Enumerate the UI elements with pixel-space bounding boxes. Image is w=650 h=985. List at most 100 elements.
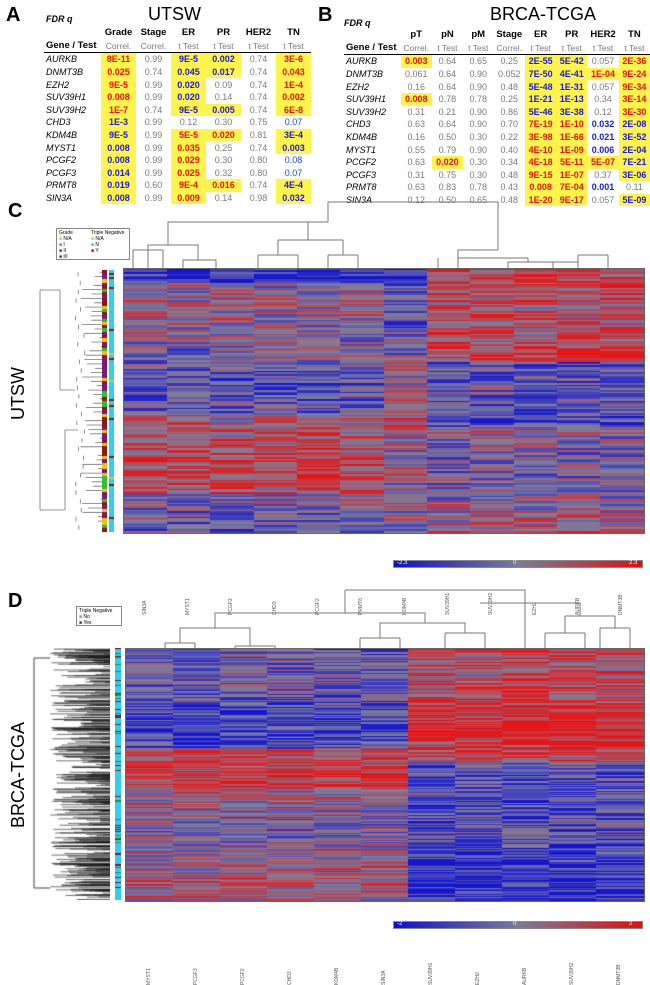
column-label: DNMT3B	[616, 964, 623, 985]
panel-d-label: D	[8, 590, 23, 612]
fdr-value: 7E-21	[618, 155, 650, 169]
header-pm: pM	[471, 29, 486, 41]
gene-name: EZH2	[46, 79, 70, 90]
fdr-value: 0.74	[249, 104, 268, 115]
fdr-value: 9E-5	[101, 128, 136, 142]
header-grade: Grade	[104, 27, 133, 39]
fdr-value: 0.78	[469, 94, 487, 105]
legend-grade-3: III	[63, 254, 68, 260]
gene-name: CHD3	[46, 117, 71, 128]
fdr-value: 0.75	[249, 117, 268, 128]
gene-name: SIN3A	[46, 193, 73, 204]
table-row: DNMT3B 0.061 0.64 0.90 0.052 7E-50 4E-41 1E-04 9…	[344, 67, 650, 81]
fdr-value: 0.43	[500, 182, 519, 193]
fdr-value: 0.057	[591, 56, 615, 67]
gene-name: SUV39H1	[346, 94, 387, 105]
fdr-value: 0.08	[284, 155, 303, 166]
gene-name: MYST1	[46, 142, 77, 153]
fdr-value: 0.020	[171, 90, 206, 104]
legend-grade-items: ■ N/A ■ I ■ II ■ III	[59, 236, 72, 260]
panel-d-scale-mid: 0	[513, 921, 517, 927]
fdr-value: 0.14	[214, 193, 233, 204]
panel-d-heatmap	[125, 648, 645, 902]
fdr-value: 0.74	[249, 54, 268, 65]
fdr-value: 0.008	[101, 191, 136, 205]
legend-tn-items-d: ■ No ■ Yes	[79, 614, 92, 626]
column-label: SUV39H2	[569, 962, 576, 985]
fdr-value: 0.052	[498, 69, 521, 80]
legend-tn-yes: Yes	[83, 620, 92, 626]
fdr-value: 5E-09	[618, 193, 650, 207]
gene-name: MYST1	[346, 144, 377, 155]
panel-d-scale-min: -2	[397, 921, 403, 927]
fdr-value: 0.16	[407, 81, 425, 92]
column-label: MYST1	[145, 968, 152, 985]
fdr-value: 0.009	[171, 191, 206, 205]
fdr-value: 5E-11	[556, 155, 588, 169]
fdr-value: 0.30	[469, 169, 487, 180]
fdr-value: 2E-08	[618, 118, 650, 131]
fdr-value: 0.32	[214, 167, 233, 178]
fdr-value: 0.029	[171, 153, 206, 167]
fdr-value: 0.017	[206, 65, 241, 79]
fdr-value: 6E-8	[276, 103, 311, 117]
fdr-value: 9E-15	[525, 168, 557, 182]
fdr-value: 0.74	[144, 67, 163, 78]
header-her2: HER2	[245, 27, 272, 39]
panel-a-fdr-label: FDR q	[46, 14, 73, 24]
gene-name: AURKB	[46, 54, 78, 65]
header-er: ER	[533, 29, 548, 41]
panel-d-scale-max: 2	[629, 921, 633, 927]
panel-d-row-dendrogram	[30, 648, 110, 900]
fdr-value: 0.99	[144, 92, 163, 103]
fdr-value: 0.002	[276, 90, 311, 104]
fdr-value: 0.006	[591, 144, 615, 155]
gene-name: CHD3	[346, 119, 371, 130]
fdr-value: 0.061	[404, 69, 428, 80]
fdr-value: 0.07	[284, 117, 303, 128]
gene-name: KDM4B	[46, 130, 78, 141]
fdr-value: 5E-42	[556, 54, 588, 68]
gene-name: SIN3A	[346, 195, 373, 206]
panel-c-column-dendrogram	[132, 201, 609, 268]
fdr-value: 2E-55	[525, 54, 557, 68]
legend-tn-no: No	[83, 614, 90, 620]
table-row: PCGF3 0.014 0.99 0.025 0.32 0.80 0.07	[44, 166, 311, 180]
gene-name: PRMT8	[346, 182, 377, 193]
fdr-value: 3E-52	[618, 130, 650, 144]
panel-c-heatmap	[123, 268, 645, 534]
table-row: MYST1 0.008 0.99 0.035 0.25 0.74 0.003	[44, 141, 311, 154]
panel-c-side-label: UTSW	[8, 367, 28, 420]
table-row: SUV39H2 1E-7 0.74 9E-5 0.005 0.74 6E-8	[44, 103, 311, 117]
fdr-value: 0.021	[591, 132, 615, 143]
fdr-value: 3E-38	[556, 105, 588, 119]
fdr-value: 0.37	[594, 169, 612, 180]
fdr-value: 0.74	[249, 92, 268, 103]
fdr-value: 0.60	[144, 180, 163, 191]
fdr-value: 1E-13	[556, 92, 588, 106]
table-row: PRMT8 0.63 0.83 0.78 0.43 0.008 7E-04 0.001 0.11	[344, 181, 650, 194]
fdr-value: 0.40	[500, 144, 519, 155]
fdr-value: 9E-5	[171, 52, 206, 66]
fdr-value: 0.74	[249, 180, 268, 191]
fdr-value: 0.008	[101, 141, 136, 154]
fdr-value: 7E-19	[525, 118, 557, 131]
fdr-value: 5E-07	[587, 155, 619, 169]
fdr-value: 4E-10	[525, 143, 557, 156]
fdr-value: 0.12	[407, 195, 425, 206]
fdr-value: 3E-14	[618, 92, 650, 106]
fdr-value: 0.79	[438, 144, 457, 155]
fdr-value: 0.99	[144, 117, 163, 128]
panel-c-label: C	[8, 200, 23, 222]
fdr-value: 0.22	[500, 132, 519, 143]
subheader: t Test	[525, 41, 557, 56]
fdr-value: 0.003	[276, 141, 311, 154]
column-label: SIN3A	[381, 970, 387, 985]
gene-name: SUV39H2	[46, 104, 87, 115]
table-row: AURKB 8E-11 0.99 9E-5 0.002 0.74 3E-6	[44, 52, 311, 66]
fdr-value: 0.64	[438, 56, 457, 67]
legend-grade-2: II	[63, 248, 67, 254]
legend-grade-na: N/A	[63, 236, 72, 242]
fdr-value: 0.75	[438, 169, 457, 180]
fdr-value: 0.63	[407, 182, 425, 193]
